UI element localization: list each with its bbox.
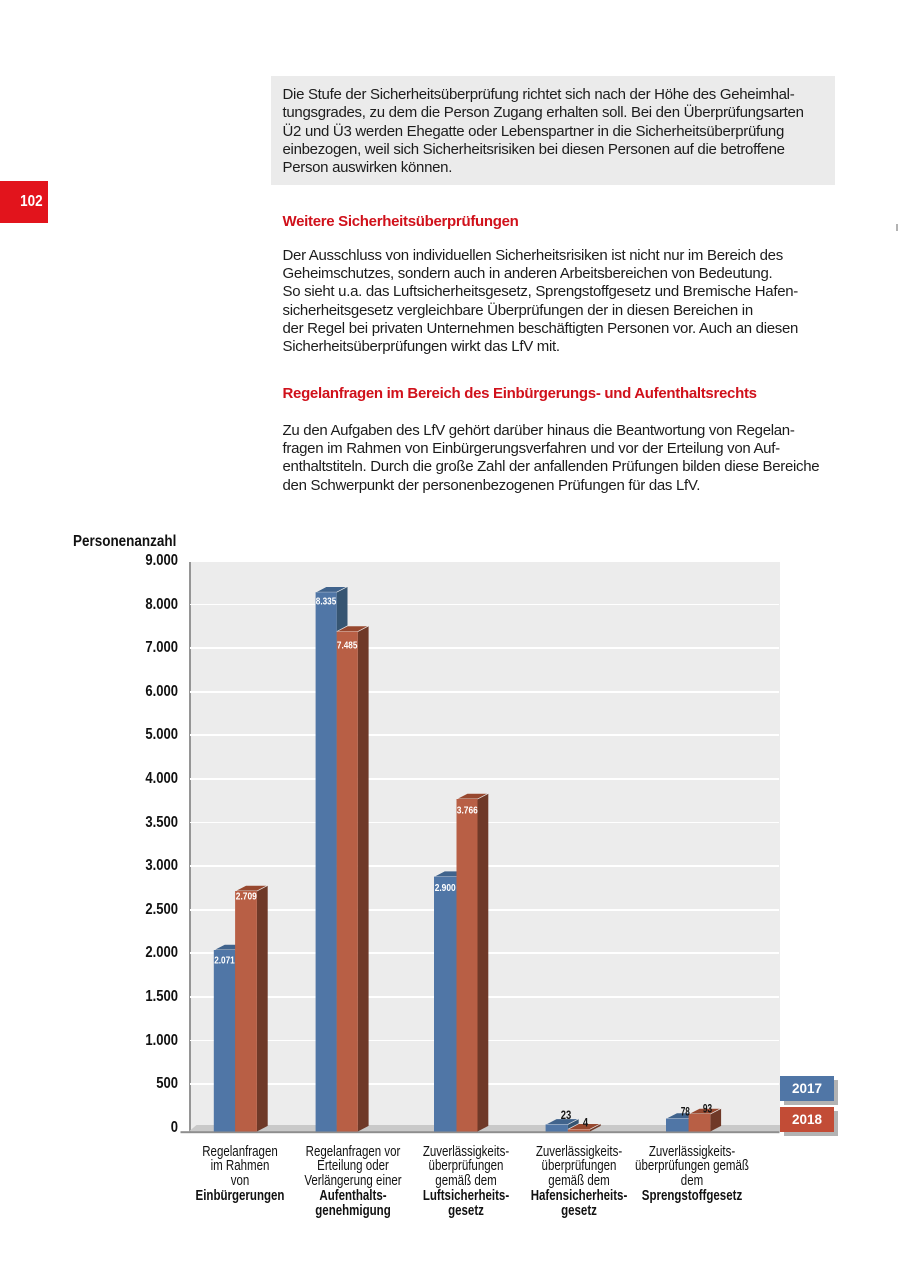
svg-text:2.071: 2.071 [214, 956, 235, 967]
svg-text:3.766: 3.766 [457, 806, 478, 817]
svg-text:93: 93 [703, 1102, 713, 1115]
svg-text:2.900: 2.900 [435, 883, 456, 894]
svg-text:4: 4 [583, 1116, 589, 1129]
svg-text:23: 23 [561, 1109, 572, 1122]
svg-text:7.485: 7.485 [337, 641, 358, 652]
svg-text:78: 78 [681, 1105, 691, 1118]
svg-text:2.709: 2.709 [236, 892, 257, 903]
svg-text:8.335: 8.335 [316, 596, 337, 607]
